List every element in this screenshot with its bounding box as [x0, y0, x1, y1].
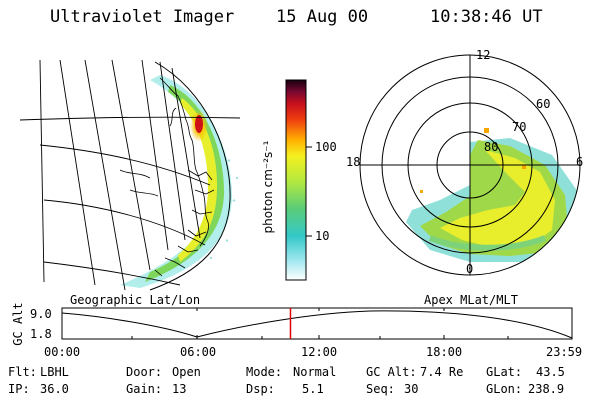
glon-label: GLon: — [486, 382, 523, 396]
polar-plot — [359, 54, 581, 276]
altitude-xtick-1200: 12:00 — [301, 345, 338, 359]
altitude-ytick-low: 1.8 — [30, 327, 52, 341]
mlat-label-80: 80 — [484, 140, 499, 154]
polar-aurora-core — [440, 150, 555, 248]
ip-label: IP: — [8, 382, 30, 396]
map-caption: Geographic Lat/Lon — [70, 293, 201, 307]
altitude-track — [61, 307, 573, 340]
gc-alt-value: 7.4 Re — [420, 365, 464, 379]
mlt-label-12: 12 — [476, 48, 491, 62]
altitude-frame — [61, 307, 573, 340]
colorbar-gradient — [285, 79, 307, 281]
filter-label: Flt: — [8, 365, 37, 379]
glat-label: GLat: — [486, 365, 523, 379]
glon-value: 238.9 — [528, 382, 565, 396]
mode-label: Mode: — [246, 365, 283, 379]
altitude-curve — [61, 310, 573, 339]
geographic-map — [19, 59, 241, 291]
altitude-xtick-1800: 18:00 — [426, 345, 463, 359]
date-label: 15 Aug 00 — [276, 7, 369, 27]
filter-value: LBHL — [40, 365, 69, 379]
seq-label: Seq: — [366, 382, 395, 396]
polar-caption: Apex MLat/MLT — [424, 293, 518, 307]
door-value: Open — [172, 365, 201, 379]
mlt-label-6: 6 — [576, 155, 584, 169]
mlat-label-70: 70 — [512, 120, 527, 134]
altitude-xtick-0000: 00:00 — [44, 345, 81, 359]
time-label: 10:38:46 UT — [430, 7, 543, 27]
seq-value: 30 — [404, 382, 419, 396]
dsp-label: Dsp: — [246, 382, 275, 396]
glat-value: 43.5 — [536, 365, 565, 379]
altitude-xtick-2359: 23:59 — [546, 345, 583, 359]
gain-label: Gain: — [126, 382, 163, 396]
instrument-title: Ultraviolet Imager — [50, 7, 235, 27]
mlt-label-18: 18 — [346, 155, 361, 169]
colorbar-tick-10: 10 — [315, 229, 330, 243]
mlt-label-0: 0 — [466, 262, 474, 276]
coastlines — [119, 77, 215, 277]
door-label: Door: — [126, 365, 163, 379]
altitude-axis-label: GC Alt — [11, 302, 25, 346]
meridian-lines — [39, 59, 201, 291]
mode-value: Normal — [293, 365, 337, 379]
ip-value: 36.0 — [40, 382, 69, 396]
mlat-label-60: 60 — [536, 97, 551, 111]
gc-alt-label: GC Alt: — [366, 365, 417, 379]
colorbar — [285, 79, 312, 281]
altitude-ytick-high: 9.0 — [30, 307, 52, 321]
dsp-value: 5.1 — [302, 382, 324, 396]
altitude-xtick-0600: 06:00 — [180, 345, 217, 359]
parallel-lines — [19, 116, 241, 286]
gain-value: 13 — [172, 382, 187, 396]
colorbar-tick-100: 100 — [315, 140, 337, 154]
earth-limb — [149, 61, 231, 291]
colorbar-unit-label: photon cm⁻²s⁻¹ — [261, 140, 275, 234]
altitude-ticks — [61, 308, 573, 339]
